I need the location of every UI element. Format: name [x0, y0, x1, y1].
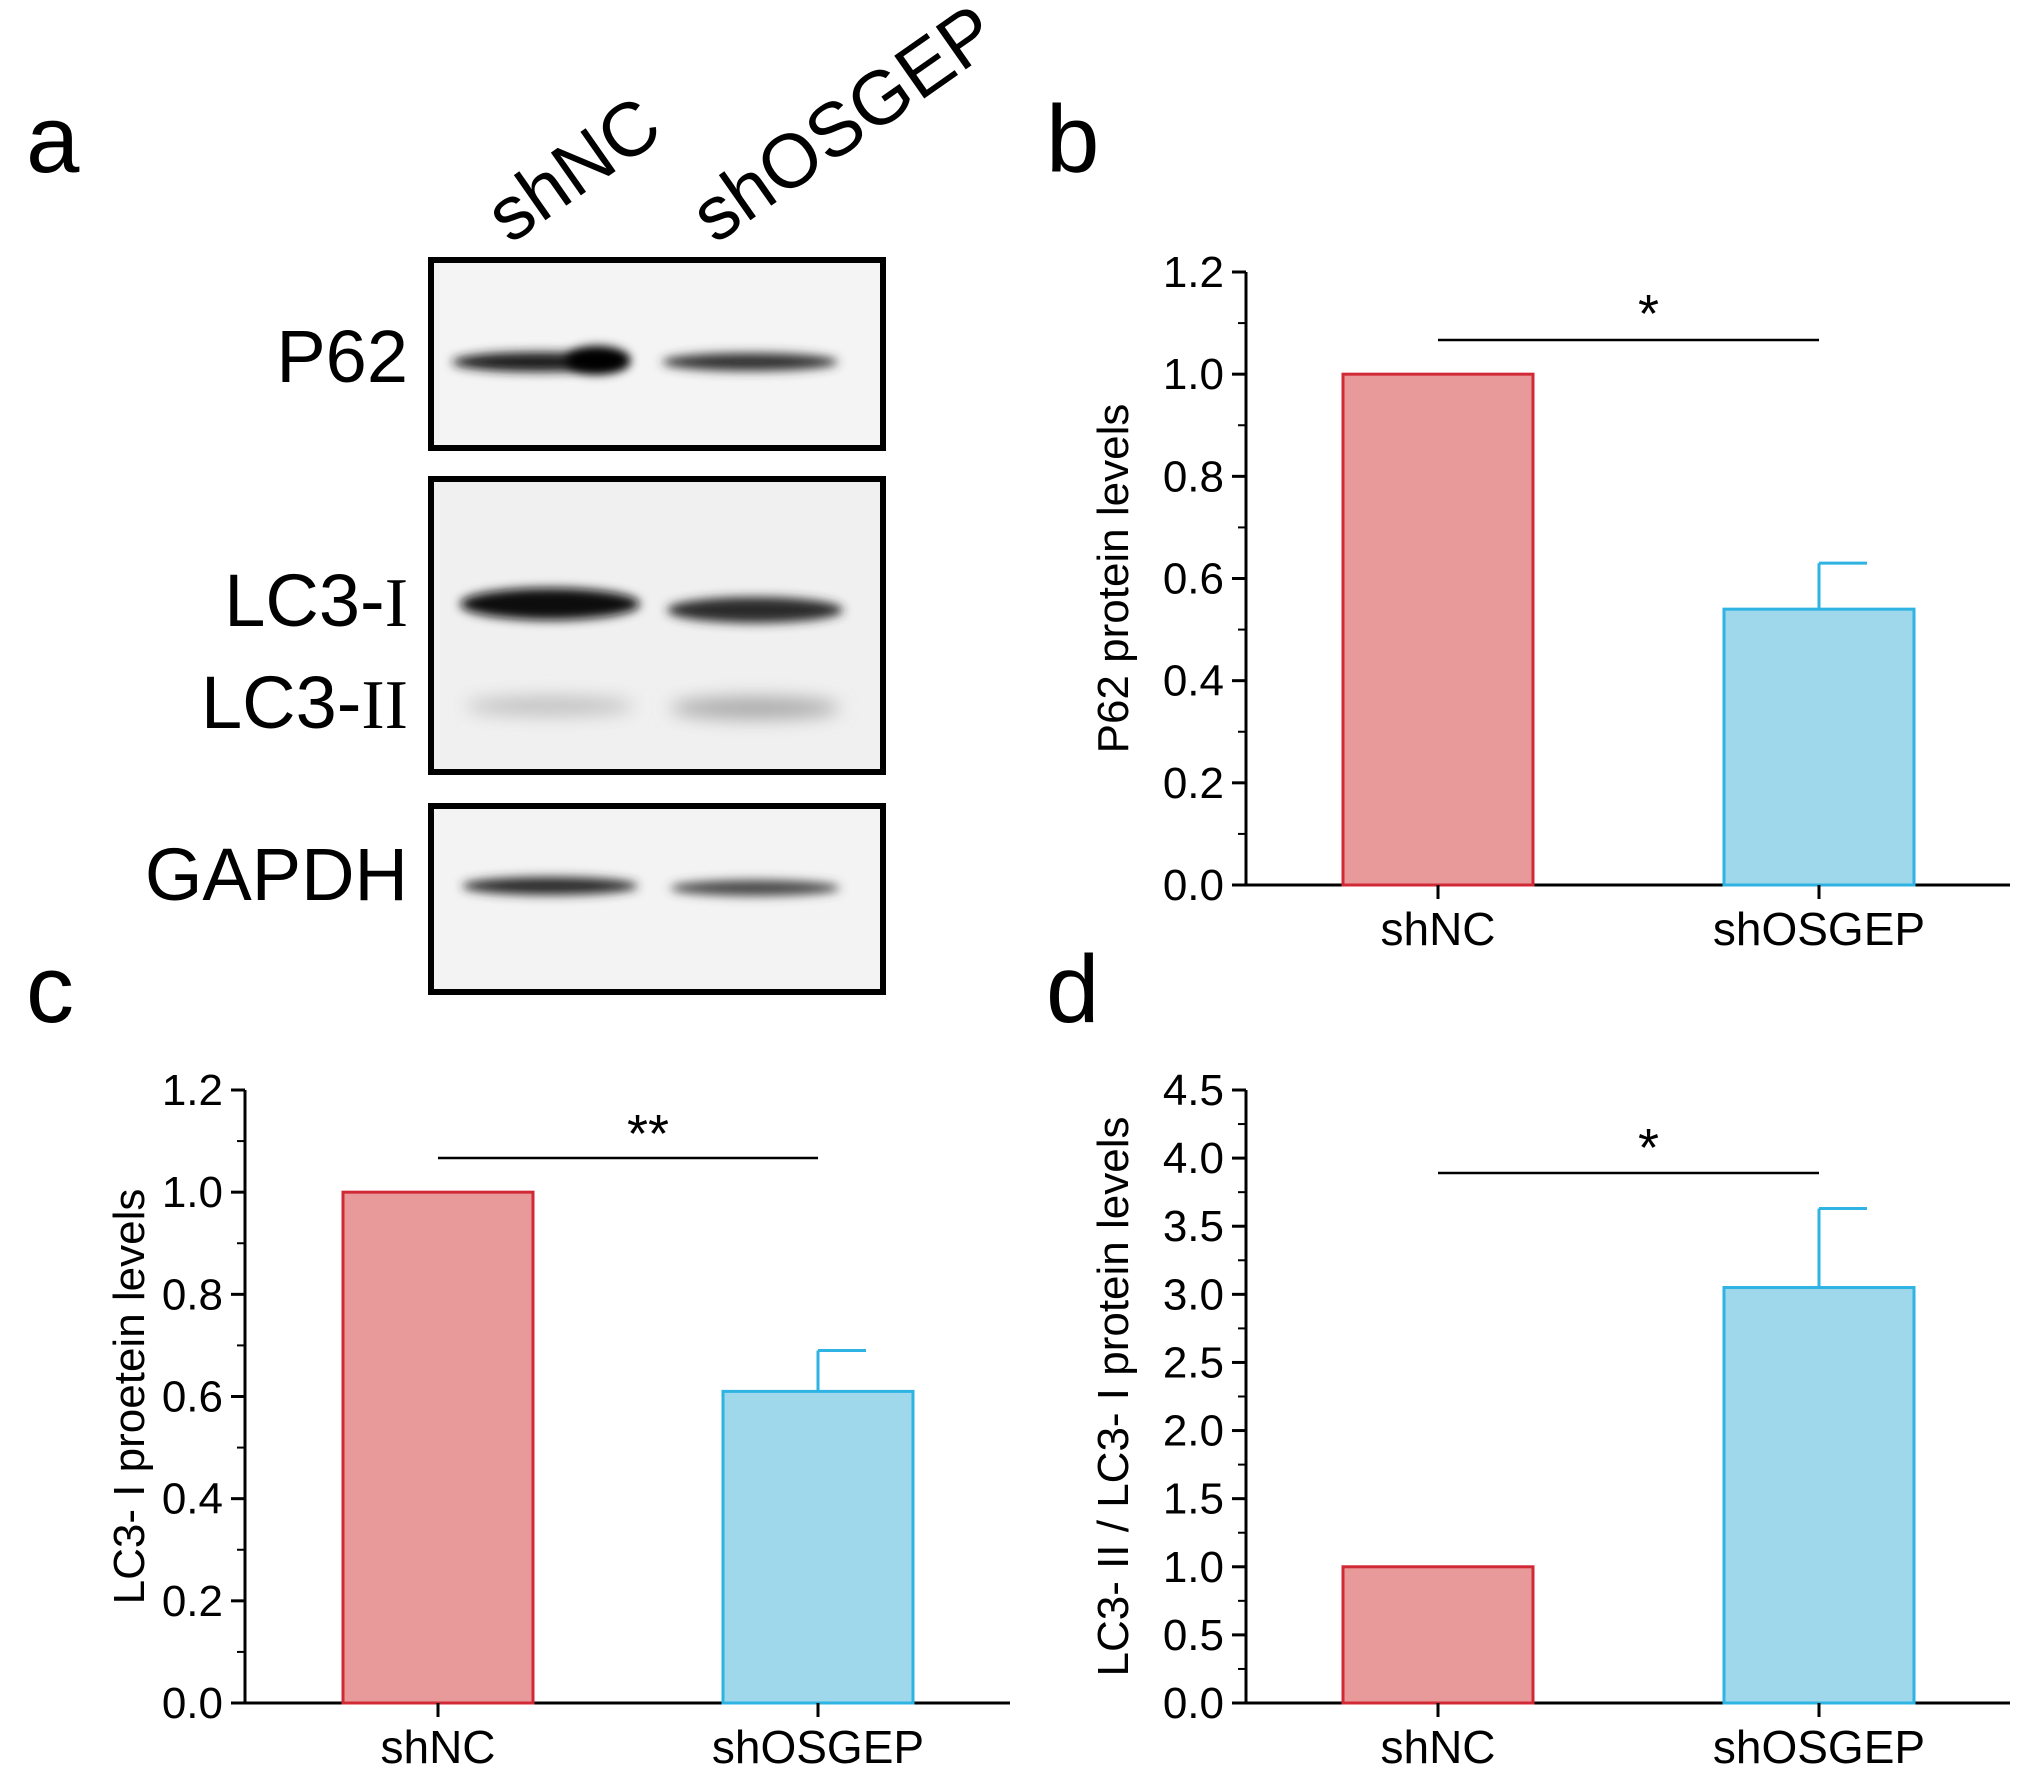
chart-b-p62: 0.0 0.2 0.4 0.6 0.8 1.0 1.2 shNC shOSGEP * P62 pro…: [1089, 248, 2010, 955]
bar-shosgep: [1722, 1286, 1916, 1705]
x-category-label: shNC: [1380, 1721, 1495, 1773]
significance-marker: **: [627, 1104, 669, 1164]
y-tick-label: 0.2: [162, 1577, 223, 1626]
y-tick-label: 1.5: [1163, 1475, 1224, 1524]
y-tick-label: 1.0: [162, 1168, 223, 1217]
band-label-lc3-i: LC3-I: [224, 559, 408, 642]
band-p62-shnc-core: [566, 346, 630, 374]
y-tick-label: 3.5: [1163, 1202, 1224, 1251]
bar-shosgep: [721, 1389, 915, 1705]
band-lc3-ii-shosgep: [670, 697, 840, 719]
panel-letter-b: b: [1046, 86, 1099, 193]
chart-d-lc3-ratio: 0.0 0.5 1.0 1.5 2.0 2.5 3.0 3.5 4.0 4.5 shNC shOSGE…: [1089, 1066, 2010, 1773]
blot-box-gapdh: [428, 803, 886, 995]
y-tick-label: 0.0: [1163, 861, 1224, 910]
significance-marker: *: [1638, 1118, 1659, 1178]
y-tick-label: 1.2: [162, 1066, 223, 1115]
chart-c-lc3-i: 0.0 0.2 0.4 0.6 0.8 1.0 1.2 shNC shOSGEP ** LC3- I…: [105, 1066, 1010, 1773]
western-blot: shNC shOSGEP P62 LC3-I LC3-II GAPDH: [145, 0, 1012, 995]
y-tick-label: 0.5: [1163, 1611, 1224, 1660]
band-label-p62: P62: [276, 315, 408, 398]
y-tick-label: 0.8: [162, 1270, 223, 1319]
x-category-label: shNC: [1380, 903, 1495, 955]
band-gapdh-shnc: [462, 877, 638, 895]
y-axis-title: LC3- I proetein levels: [105, 1189, 154, 1605]
panel-letter-d: d: [1046, 936, 1099, 1043]
bar-shnc: [341, 1190, 535, 1705]
band-gapdh-shosgep: [670, 880, 840, 896]
y-tick-label: 4.5: [1163, 1066, 1224, 1115]
y-tick-label: 0.4: [162, 1475, 223, 1524]
bar-shnc: [1341, 372, 1535, 887]
x-category-label: shOSGEP: [1713, 903, 1925, 955]
blot-box-lc3: [428, 476, 886, 775]
band-lc3-i-shnc: [460, 588, 640, 620]
band-label-lc3-ii: LC3-II: [201, 661, 408, 744]
bar-shnc: [1341, 1565, 1535, 1705]
band-label-gapdh: GAPDH: [145, 833, 408, 916]
significance-marker: *: [1638, 284, 1659, 344]
y-tick-label: 2.0: [1163, 1407, 1224, 1456]
y-tick-label: 3.0: [1163, 1270, 1224, 1319]
lane-label-shnc: shNC: [471, 80, 675, 259]
y-tick-label: 0.2: [1163, 759, 1224, 808]
y-tick-label: 0.6: [1163, 555, 1224, 604]
y-tick-label: 4.0: [1163, 1134, 1224, 1183]
x-category-label: shOSGEP: [1713, 1721, 1925, 1773]
x-category-label: shOSGEP: [712, 1721, 924, 1773]
bar-shosgep: [1722, 607, 1916, 887]
y-axis-title: LC3- II / LC3- I protein levels: [1089, 1116, 1138, 1676]
y-tick-label: 0.0: [1163, 1679, 1224, 1728]
y-tick-label: 2.5: [1163, 1338, 1224, 1387]
band-lc3-ii-shnc: [465, 697, 635, 715]
panel-letter-c: c: [26, 936, 74, 1043]
y-tick-label: 0.6: [162, 1373, 223, 1422]
x-category-label: shNC: [380, 1721, 495, 1773]
panel-letter-a: a: [26, 86, 80, 193]
y-tick-label: 1.2: [1163, 248, 1224, 297]
band-lc3-i-shosgep: [667, 597, 843, 623]
y-axis-title: P62 protein levels: [1089, 404, 1138, 754]
y-tick-label: 0.4: [1163, 657, 1224, 706]
y-tick-label: 0.0: [162, 1679, 223, 1728]
y-tick-label: 1.0: [1163, 350, 1224, 399]
lane-label-shosgep: shOSGEP: [676, 0, 1012, 259]
y-tick-label: 1.0: [1163, 1543, 1224, 1592]
blot-box-p62: [428, 257, 886, 451]
band-p62-shosgep: [662, 353, 838, 371]
y-tick-label: 0.8: [1163, 452, 1224, 501]
